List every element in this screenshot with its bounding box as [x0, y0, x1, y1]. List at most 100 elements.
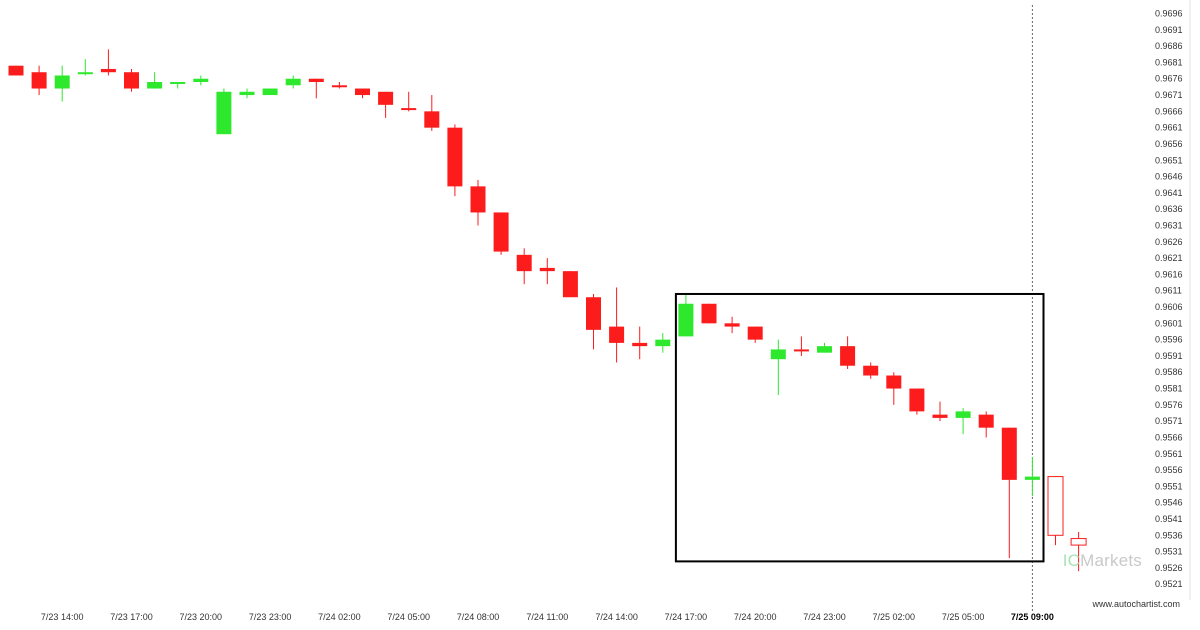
candle-body — [262, 88, 278, 96]
y-tick-label: 0.9666 — [1155, 106, 1183, 116]
candle-body — [1070, 538, 1087, 546]
candle-body — [724, 323, 740, 327]
y-tick-label: 0.9696 — [1155, 9, 1183, 19]
y-tick-label: 0.9611 — [1155, 286, 1182, 296]
candle-body — [793, 349, 809, 352]
y-tick-label: 0.9551 — [1155, 481, 1183, 491]
y-tick-label: 0.9646 — [1155, 172, 1183, 182]
candle-body — [886, 375, 902, 389]
x-tick-label: 7/24 11:00 — [526, 612, 568, 622]
candle-body — [840, 346, 856, 366]
candle-body — [1024, 476, 1040, 480]
candle-body — [31, 72, 47, 89]
x-tick-label: 7/24 14:00 — [595, 612, 638, 622]
y-tick-label: 0.9561 — [1155, 449, 1183, 459]
x-tick-label: 7/24 08:00 — [457, 612, 500, 622]
candle-body — [1001, 427, 1017, 480]
broker-watermark: ICMarkets — [1063, 551, 1142, 571]
candle-body — [147, 82, 163, 89]
y-tick-label: 0.9596 — [1155, 335, 1183, 345]
y-tick-label: 0.9626 — [1155, 237, 1183, 247]
candle-body — [8, 65, 24, 76]
x-tick-label: 7/23 23:00 — [249, 612, 292, 622]
candle-body — [470, 186, 486, 213]
y-tick-label: 0.9606 — [1155, 302, 1183, 312]
candle-body — [100, 68, 116, 73]
candle-body — [77, 72, 93, 75]
candle-body — [355, 88, 370, 96]
candle-body — [378, 91, 394, 105]
y-tick-label: 0.9671 — [1155, 90, 1183, 100]
y-tick-label: 0.9536 — [1155, 530, 1183, 540]
x-tick-label: 7/23 17:00 — [110, 612, 153, 622]
y-tick-label: 0.9541 — [1155, 514, 1183, 524]
candle-body — [747, 326, 763, 340]
candle-body — [170, 82, 186, 85]
y-tick-label: 0.9661 — [1155, 123, 1183, 133]
y-tick-label: 0.9691 — [1155, 25, 1183, 35]
candle-body — [586, 297, 601, 330]
candle-body — [932, 414, 948, 418]
candle-body — [493, 212, 509, 252]
candle-body — [424, 111, 440, 128]
candle-body — [701, 303, 717, 324]
candle-body — [609, 326, 625, 343]
candle-body — [817, 346, 832, 353]
x-tick-label: 7/23 20:00 — [180, 612, 223, 622]
candle-body — [447, 127, 463, 187]
candle-body — [863, 365, 879, 376]
candle-body — [655, 339, 671, 347]
candle-body — [331, 85, 347, 88]
y-tick-label: 0.9681 — [1155, 57, 1183, 67]
candle-body — [909, 388, 925, 412]
x-tick-label: 7/24 05:00 — [387, 612, 430, 622]
x-tick-label: 7/23 14:00 — [41, 612, 84, 622]
y-tick-label: 0.9571 — [1155, 416, 1183, 426]
y-tick-label: 0.9586 — [1155, 367, 1183, 377]
x-tick-label: 7/25 09:00 — [1011, 612, 1054, 622]
y-tick-label: 0.9636 — [1155, 204, 1183, 214]
y-tick-label: 0.9616 — [1155, 269, 1183, 279]
y-tick-labels: 0.9696 0.9691 0.9686 0.9681 0.9676 0.9671 0.96… — [1155, 9, 1183, 590]
y-tick-label: 0.9521 — [1155, 579, 1183, 589]
candle-body — [124, 72, 139, 89]
candle-body — [1047, 476, 1064, 536]
y-tick-label: 0.9676 — [1155, 74, 1183, 84]
watermark-suffix: Markets — [1080, 551, 1142, 570]
y-tick-label: 0.9641 — [1155, 188, 1183, 198]
candle-body — [516, 254, 532, 272]
x-tick-label: 7/24 23:00 — [803, 612, 846, 622]
candle-body — [239, 91, 255, 96]
pattern-box — [674, 292, 1045, 563]
candle-body — [193, 78, 209, 83]
candle-body — [678, 303, 694, 337]
candles — [8, 49, 1087, 572]
candle-body — [770, 349, 786, 360]
x-tick-label: 7/24 02:00 — [318, 612, 361, 622]
y-tick-label: 0.9556 — [1155, 465, 1183, 475]
y-tick-label: 0.9656 — [1155, 139, 1183, 149]
x-tick-label: 7/24 20:00 — [734, 612, 777, 622]
candle-body — [978, 414, 994, 428]
candle-body — [401, 108, 417, 111]
candle-body — [955, 411, 971, 418]
candle-body — [562, 271, 578, 298]
candle-body — [285, 78, 301, 86]
candle-body — [216, 91, 232, 135]
candle-body — [632, 342, 648, 347]
watermark-prefix: IC — [1062, 551, 1081, 570]
x-tick-labels: 7/23 14:00 7/23 17:00 7/23 20:00 7/23 23:00… — [41, 612, 1054, 622]
y-tick-label: 0.9526 — [1155, 563, 1183, 573]
y-tick-label: 0.9621 — [1155, 253, 1183, 263]
y-tick-label: 0.9651 — [1155, 155, 1183, 165]
y-tick-label: 0.9546 — [1155, 498, 1183, 508]
x-tick-label: 7/25 02:00 — [873, 612, 916, 622]
y-tick-label: 0.9581 — [1155, 384, 1183, 394]
candle-body — [308, 78, 324, 83]
y-tick-label: 0.9686 — [1155, 41, 1183, 51]
candle-body — [54, 75, 70, 89]
x-tick-label: 7/24 17:00 — [665, 612, 708, 622]
x-tick-label: 7/25 05:00 — [942, 612, 985, 622]
site-url: www.autochartist.com — [1092, 599, 1180, 609]
